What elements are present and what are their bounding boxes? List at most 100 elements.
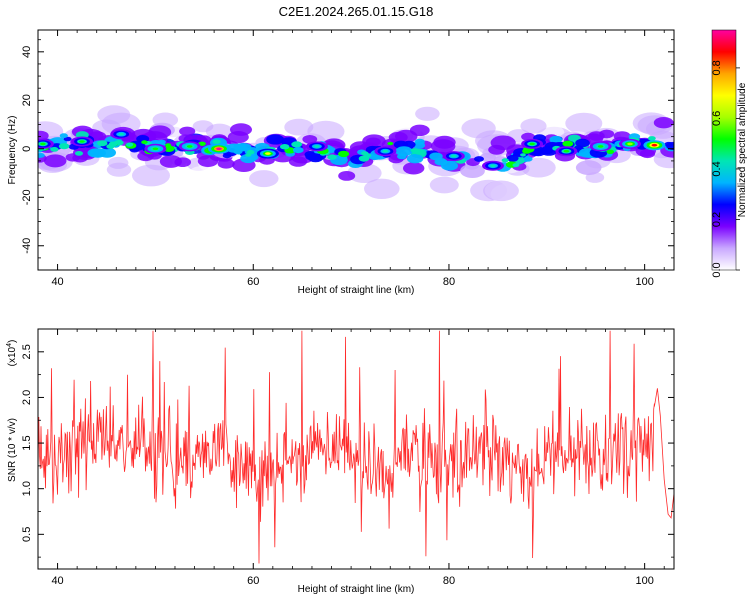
spectrogram-blob xyxy=(65,153,81,162)
spectrogram-blob xyxy=(358,155,370,162)
spectrogram-peak xyxy=(651,143,658,147)
colorbar-tick-label: 0.6 xyxy=(711,111,723,126)
spectrogram-blob xyxy=(406,154,424,164)
spectrogram-blob xyxy=(347,163,382,184)
spectrogram-blob xyxy=(98,147,116,158)
spectrogram-blob xyxy=(653,117,674,129)
spectrogram-blob xyxy=(371,118,402,136)
y-tick-label: 2.0 xyxy=(21,390,33,405)
x-tick-label: 40 xyxy=(51,575,63,587)
spectrogram-blob xyxy=(246,149,255,155)
colorbar-label: Normalized spectral amplitude xyxy=(737,82,748,217)
x-tick-label: 80 xyxy=(443,276,455,288)
spectrogram-blob xyxy=(403,162,425,175)
spectrogram-blob xyxy=(387,141,394,146)
spectrogram-blob xyxy=(307,153,324,163)
y-tick-label: -40 xyxy=(21,238,33,254)
spectrogram-peak xyxy=(79,140,85,143)
spectrogram-peak xyxy=(382,149,389,153)
spectrogram-blob xyxy=(284,118,314,136)
spectrogram-blob xyxy=(415,151,422,155)
y-tick-label: 2.5 xyxy=(21,344,33,359)
spectrogram-peak xyxy=(40,142,46,146)
spectrogram-blob xyxy=(280,144,290,150)
spectrogram-blob xyxy=(365,137,381,146)
spectrogram-blob xyxy=(388,131,408,143)
y-tick-label: 0.5 xyxy=(21,527,33,542)
spectrogram-blob xyxy=(461,118,496,139)
y-tick-label: 20 xyxy=(21,94,33,106)
spectrogram-blob xyxy=(512,163,520,168)
snr-x-axis-label: Height of straight line (km) xyxy=(298,584,415,595)
spectrogram-blob xyxy=(479,152,496,163)
spectrogram-blob xyxy=(192,120,214,133)
spectrogram-blob xyxy=(97,140,108,147)
spectrogram-blob xyxy=(141,140,148,145)
spectrogram-blob xyxy=(520,153,526,157)
y-tick-label: 1.0 xyxy=(21,481,33,496)
x-tick-label: 60 xyxy=(247,575,259,587)
spectrogram-peak xyxy=(152,147,159,151)
spectrogram-blob xyxy=(474,156,484,162)
colorbar-tick-label: 0.4 xyxy=(711,161,723,176)
snr-frame xyxy=(37,328,675,570)
y-tick-label: 40 xyxy=(21,46,33,58)
spectrogram-blob xyxy=(338,150,350,158)
spectrogram-blob xyxy=(395,146,413,157)
spectrogram-peak xyxy=(265,152,271,155)
spectrogram-blob xyxy=(38,152,45,158)
spectrogram-blob xyxy=(198,141,206,146)
spectrogram-blob xyxy=(520,118,547,134)
chart-title: C2E1.2024.265.01.15.G18 xyxy=(279,4,434,19)
spectrogram-peak xyxy=(529,142,535,146)
spectrogram-blob xyxy=(506,154,519,162)
spectrogram-blob xyxy=(43,154,67,168)
snr-y-axis-label: SNR (10 * v/v) xyxy=(7,418,18,482)
spectrogram-blob xyxy=(126,142,134,147)
snr-y-multiplier: (x104) xyxy=(6,340,18,367)
x-tick-label: 60 xyxy=(247,276,259,288)
snr-x-ticks: 40 60 80 100 xyxy=(37,329,665,587)
spectrogram-blob xyxy=(501,158,509,163)
x-tick-label: 100 xyxy=(635,575,653,587)
spectrogram-blob xyxy=(108,141,118,147)
spectrogram-peak xyxy=(563,149,570,153)
spectrogram-blob xyxy=(74,151,84,156)
spectrogram-blob xyxy=(338,171,356,181)
x-tick-label: 80 xyxy=(443,575,455,587)
spectrogram-blob xyxy=(266,134,284,145)
snr-multiplier-close: ) xyxy=(7,340,18,343)
spectrogram-blob xyxy=(302,135,318,144)
spectrogram-marks xyxy=(38,105,674,206)
spectrogram-blob xyxy=(249,170,279,188)
spectrogram-blob xyxy=(107,156,129,169)
spectrogram-blob xyxy=(521,132,536,141)
spectrogram-frame xyxy=(37,29,675,271)
spectrogram-x-ticks: 40 60 80 100 xyxy=(37,30,665,288)
snr-multiplier-exponent: 4 xyxy=(6,343,13,347)
spectrogram-peak xyxy=(597,145,604,148)
spectrogram-blob xyxy=(460,163,485,178)
spectrogram-blob xyxy=(38,130,49,141)
y-tick-label: 0 xyxy=(21,146,33,152)
spectrogram-blob xyxy=(361,151,369,156)
spectrogram-panel: 40 60 80 100 -40 -20 0 20 40 Height of straight… xyxy=(7,29,675,296)
spectrogram-blob xyxy=(575,138,590,148)
spectrogram-blob xyxy=(87,148,103,158)
spectrogram-y-axis-label: Frequency (Hz) xyxy=(7,116,18,185)
spectrogram-blob xyxy=(58,143,70,150)
spectrogram-peak xyxy=(490,164,496,168)
y-tick-label: -20 xyxy=(21,189,33,205)
spectrogram-blob xyxy=(414,138,425,145)
colorbar: 0.0 0.2 0.4 0.6 0.8 Normalized spectral ampl… xyxy=(711,29,748,278)
x-tick-label: 40 xyxy=(51,276,63,288)
colorbar-tick-label: 0.2 xyxy=(711,212,723,227)
spectrogram-peak xyxy=(186,145,193,148)
colorbar-tick-label: 0.8 xyxy=(711,60,723,75)
spectrogram-blob xyxy=(222,153,232,159)
spectrogram-blob xyxy=(307,120,345,143)
spectrogram-blob xyxy=(291,141,303,148)
spectrogram-blob xyxy=(327,154,337,160)
colorbar-tick-label: 0.0 xyxy=(711,262,723,277)
snr-panel: 40 60 80 100 0.5 1.0 1.5 2.0 2.5 Height of stra… xyxy=(6,328,675,595)
